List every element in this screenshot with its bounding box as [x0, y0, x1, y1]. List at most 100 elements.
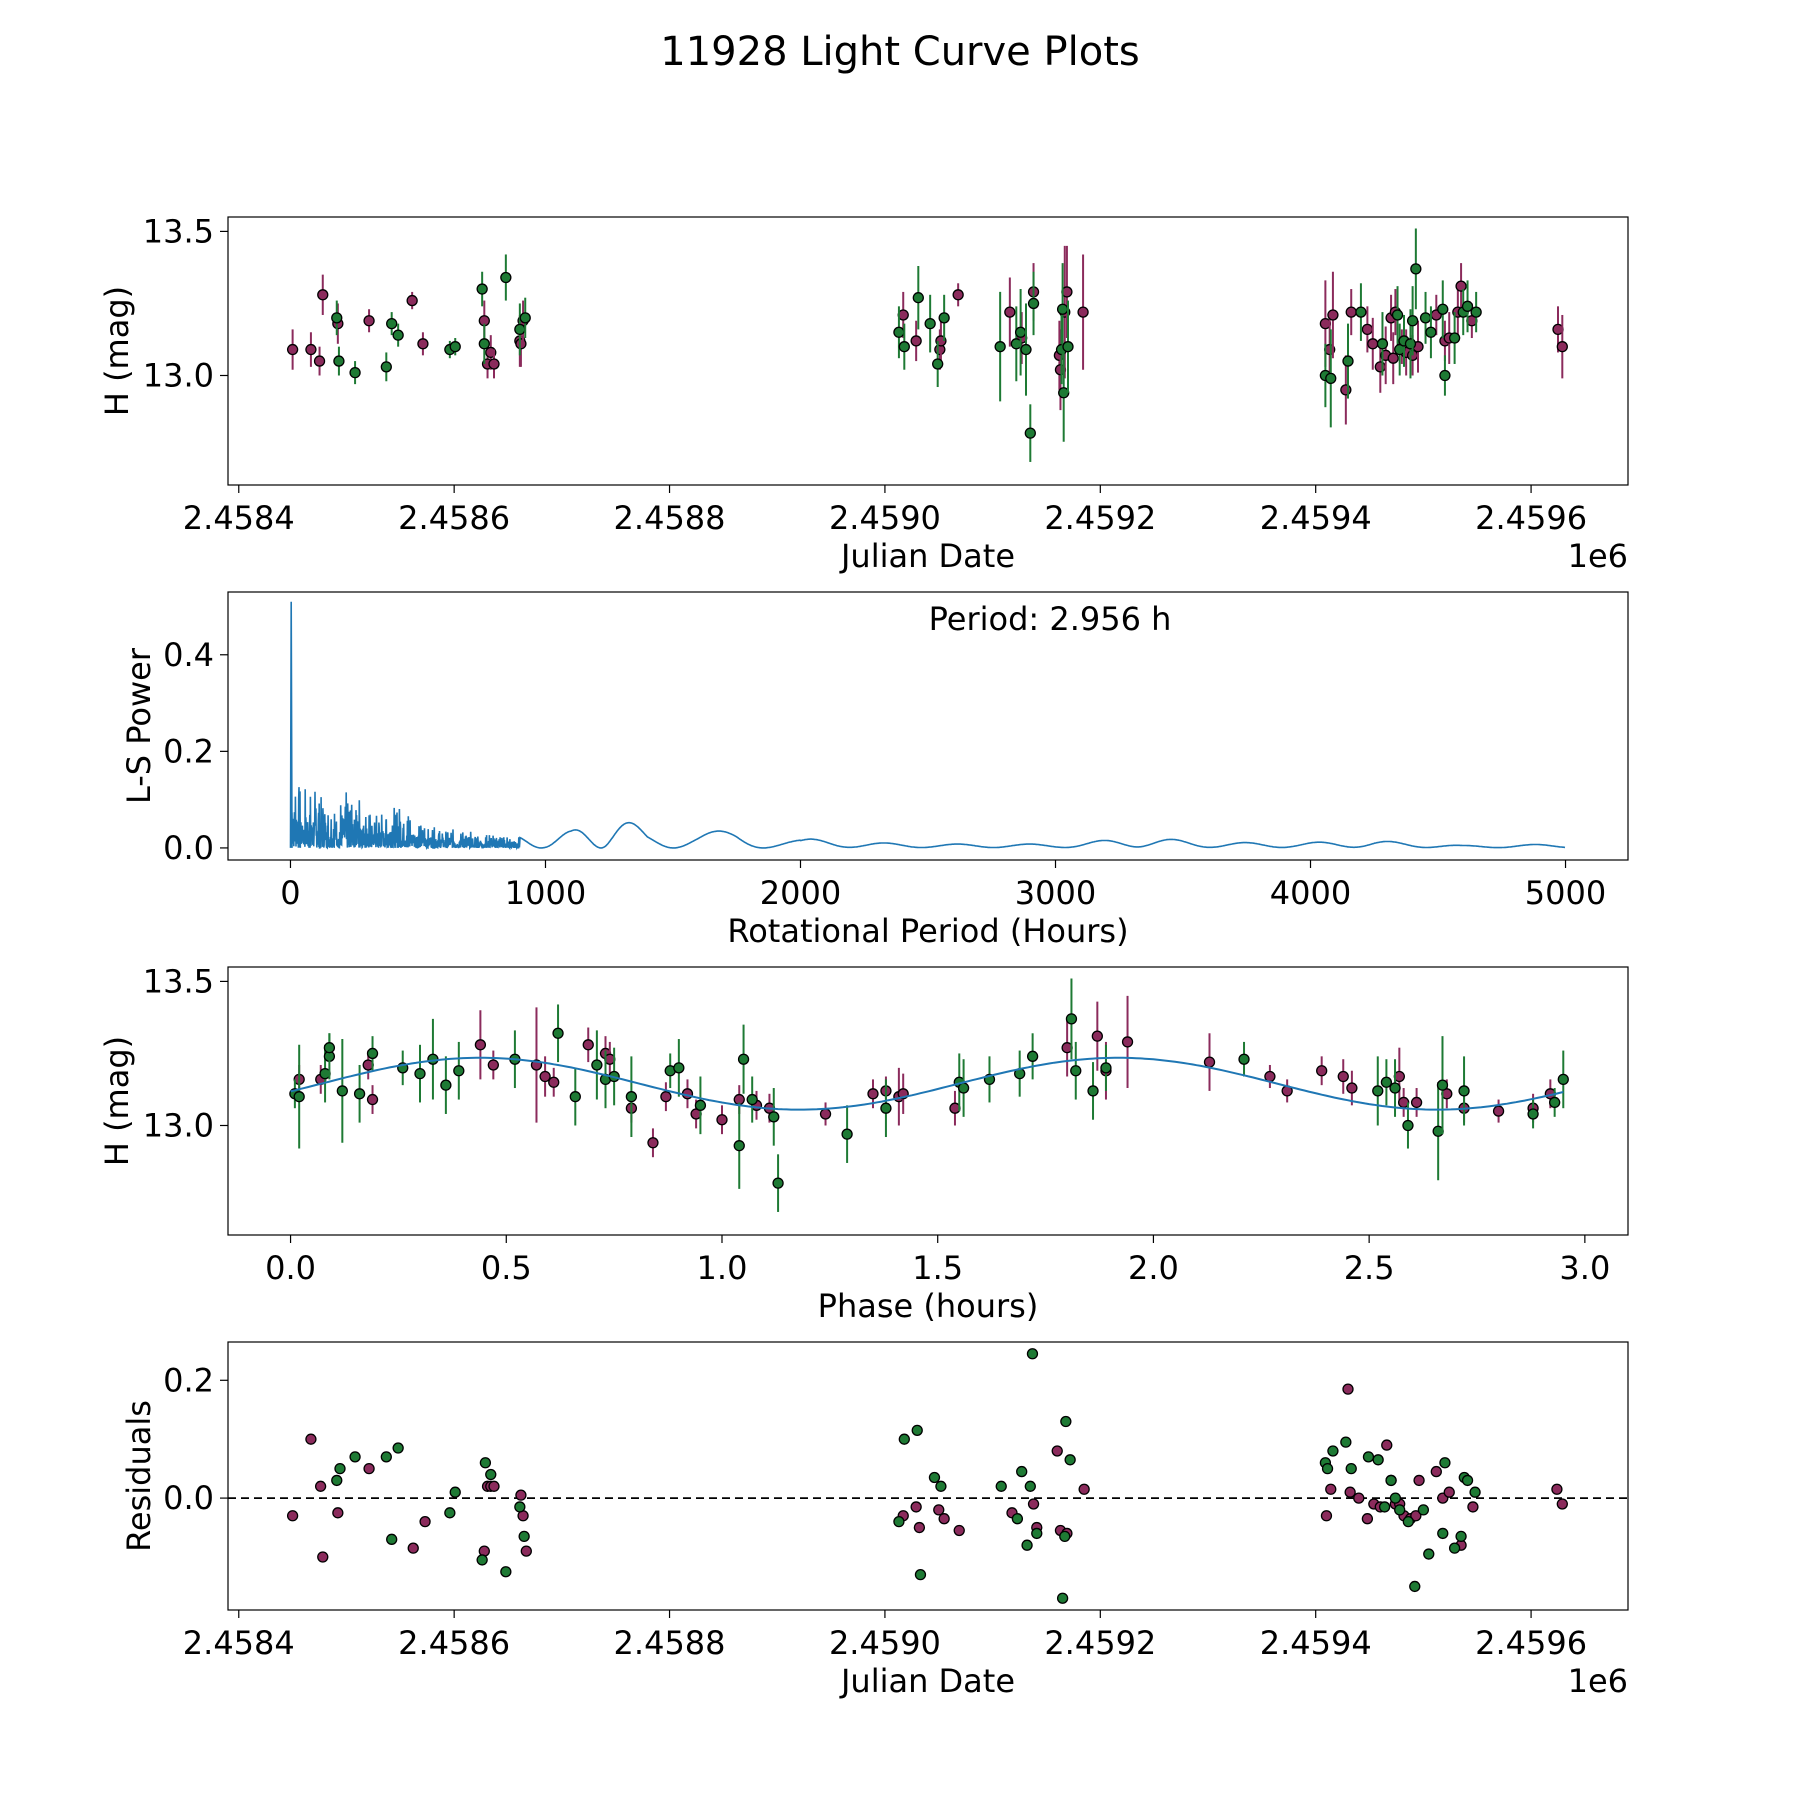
x-axis-label: Julian Date: [839, 1662, 1015, 1700]
y-tick-label: 0.0: [163, 829, 214, 867]
data-point: [392, 1442, 404, 1454]
data-point: [1320, 1510, 1333, 1522]
data-point: [914, 1569, 927, 1581]
data-point: [1065, 1013, 1078, 1025]
data-point: [500, 271, 512, 284]
data-point: [1361, 323, 1374, 336]
data-point: [1448, 1542, 1461, 1554]
data-point: [1413, 1474, 1425, 1487]
data-point: [952, 289, 964, 301]
data-point: [286, 343, 299, 356]
plot-frame: [227, 966, 1629, 1236]
data-point: [746, 1093, 758, 1106]
x-tick-label: 2.4592: [1044, 1624, 1156, 1662]
data-point: [995, 1480, 1007, 1492]
data-point: [440, 1079, 452, 1091]
data-point: [515, 338, 527, 350]
data-point: [1024, 1480, 1036, 1492]
data-point: [1402, 1515, 1414, 1528]
data-point: [841, 1128, 853, 1140]
data-point: [336, 1085, 348, 1097]
data-point: [1064, 1454, 1076, 1466]
x-tick-label: 2.4588: [614, 1624, 726, 1662]
data-point: [334, 1462, 346, 1475]
data-point: [1410, 1096, 1423, 1109]
x-offset-text: 1e6: [1568, 1662, 1628, 1700]
data-point: [591, 1059, 603, 1071]
data-point: [386, 1533, 398, 1545]
data-point: [1100, 1062, 1112, 1074]
data-point: [414, 1067, 426, 1080]
data-point: [1406, 315, 1419, 327]
data-point: [928, 1471, 941, 1484]
data-point: [293, 1091, 305, 1103]
data-point: [569, 1091, 581, 1103]
x-tick-label: 1000: [505, 874, 586, 912]
data-point: [768, 1111, 780, 1123]
data-point: [1470, 306, 1482, 318]
data-point: [1551, 1483, 1563, 1495]
data-point: [1027, 297, 1040, 310]
data-point: [392, 329, 404, 341]
data-point: [1391, 309, 1404, 321]
data-point: [772, 1177, 784, 1189]
data-point: [1404, 338, 1417, 350]
x-tick-label: 3000: [1015, 874, 1096, 912]
x-tick-label: 2.4586: [398, 499, 510, 537]
x-axis-label: Rotational Period (Hours): [727, 912, 1128, 950]
data-point: [932, 358, 944, 370]
x-tick-label: 2.4590: [829, 499, 941, 537]
data-point: [1070, 1065, 1082, 1077]
data-point: [1372, 1085, 1384, 1097]
data-point: [1556, 1498, 1568, 1510]
data-point: [1437, 303, 1449, 315]
data-point: [1056, 1592, 1069, 1604]
data-point: [1325, 372, 1337, 385]
data-point: [893, 1515, 905, 1528]
data-point: [1340, 1436, 1352, 1448]
data-point: [1467, 1501, 1479, 1513]
data-point: [1342, 1383, 1354, 1395]
data-point: [474, 1039, 487, 1051]
data-point: [1337, 1070, 1349, 1083]
data-point: [1325, 1483, 1337, 1495]
x-tick-label: 2.4594: [1260, 499, 1372, 537]
data-point: [898, 1433, 910, 1445]
data-point: [1436, 1079, 1449, 1091]
data-point: [1455, 1530, 1467, 1543]
data-point: [1374, 361, 1386, 373]
data-point: [1367, 338, 1379, 350]
data-point: [317, 1551, 329, 1563]
data-point: [323, 1042, 336, 1054]
data-point: [380, 1451, 392, 1463]
data-point: [913, 1521, 926, 1534]
data-point: [1355, 306, 1367, 318]
data-point: [1345, 306, 1357, 318]
data-point: [1091, 1030, 1103, 1042]
data-point: [1026, 1348, 1039, 1360]
x-offset-text: 1e6: [1568, 537, 1628, 575]
data-point: [1461, 1474, 1474, 1487]
data-point: [911, 1424, 923, 1437]
data-point: [1417, 1504, 1430, 1516]
data-point: [449, 1486, 461, 1498]
data-point: [1389, 1082, 1401, 1094]
periodogram-panel: Period: 2.956 h 0 1000 2000 3000 4000 5000 0.0 0…: [120, 591, 1629, 950]
x-tick-label: 0: [280, 874, 300, 912]
data-point: [957, 1082, 970, 1094]
data-point: [880, 1102, 892, 1114]
data-point: [910, 1501, 922, 1513]
data-point: [935, 1480, 947, 1492]
data-point: [1051, 1445, 1063, 1457]
data-point: [1203, 1056, 1216, 1068]
data-point: [1361, 1513, 1374, 1525]
data-point: [478, 338, 490, 350]
data-point: [1557, 1073, 1569, 1086]
data-point: [363, 1462, 375, 1475]
data-point: [1020, 343, 1032, 356]
data-point: [893, 326, 905, 338]
data-point: [1345, 1462, 1357, 1475]
data-point: [488, 1480, 500, 1492]
data-point: [417, 338, 429, 350]
data-point: [1362, 1451, 1375, 1463]
